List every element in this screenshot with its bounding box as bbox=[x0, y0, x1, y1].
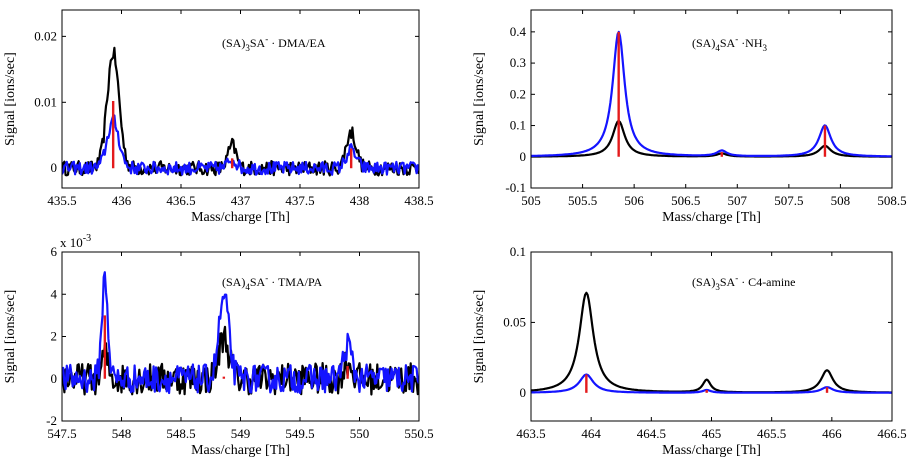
ion-annotation: (SA)4SA- ·NH3 bbox=[692, 34, 768, 53]
plot-frame bbox=[61, 251, 420, 422]
x-tick-label: 464.5 bbox=[637, 426, 666, 441]
x-axis-label: Mass/charge [Th] bbox=[662, 443, 761, 458]
series-line-blue bbox=[531, 373, 892, 394]
x-tick-label: 436 bbox=[112, 193, 132, 208]
x-tick-label: 550 bbox=[350, 426, 370, 441]
y-tick-label: 0 bbox=[51, 160, 58, 175]
plot-frame bbox=[530, 9, 893, 189]
series-line-blue bbox=[62, 114, 419, 176]
y-axis-label: Signal [ions/sec] bbox=[472, 52, 487, 146]
plot-frame bbox=[530, 251, 893, 422]
y-tick-label: 0.1 bbox=[510, 118, 526, 133]
y-tick-label: -2 bbox=[46, 413, 57, 428]
plot-area bbox=[531, 30, 892, 158]
x-tick-label: 508.5 bbox=[877, 193, 906, 208]
y-tick-label: 0 bbox=[51, 371, 58, 386]
x-tick-label: 549.5 bbox=[285, 426, 314, 441]
plot-area bbox=[62, 271, 419, 396]
chart-panel-p4: 463.5 464 464.5 465 465.5 466 466.5 0 0.05 0.1 Mas… bbox=[472, 244, 907, 458]
y-tick-label: 0.4 bbox=[510, 24, 527, 39]
ion-annotation: (SA)4SA- · TMA/PA bbox=[222, 273, 323, 292]
x-tick-label: 437.5 bbox=[285, 193, 314, 208]
x-tick-label: 548.5 bbox=[166, 426, 195, 441]
x-tick-label: 463.5 bbox=[516, 426, 545, 441]
y-axis-label: Signal [ions/sec] bbox=[3, 290, 18, 384]
y-axis-label: Signal [ions/sec] bbox=[472, 290, 487, 384]
x-tick-label: 506 bbox=[624, 193, 644, 208]
series-line-blue bbox=[531, 30, 892, 158]
y-tick-label: -0.1 bbox=[505, 180, 526, 195]
x-tick-label: 550.5 bbox=[404, 426, 433, 441]
x-tick-label: 507 bbox=[728, 193, 748, 208]
x-tick-label: 466.5 bbox=[877, 426, 906, 441]
chart-panel-p3: 547.5 548 548.5 549 549.5 550 550.5 -2 0 2 4 6 Mass/… bbox=[3, 233, 434, 458]
x-axis-label: Mass/charge [Th] bbox=[191, 443, 290, 458]
x-tick-label: 465 bbox=[702, 426, 722, 441]
x-tick-label: 437 bbox=[231, 193, 251, 208]
y-tick-label: 0.01 bbox=[34, 94, 57, 109]
x-tick-label: 438 bbox=[350, 193, 370, 208]
x-tick-label: 466 bbox=[822, 426, 842, 441]
x-tick-label: 436.5 bbox=[166, 193, 195, 208]
x-tick-label: 508 bbox=[831, 193, 851, 208]
x-axis-label: Mass/charge [Th] bbox=[662, 210, 761, 225]
x-tick-label: 438.5 bbox=[404, 193, 433, 208]
y-tick-label: 0.05 bbox=[503, 314, 526, 329]
y-tick-label: 0 bbox=[520, 385, 527, 400]
series-line-blue bbox=[62, 271, 419, 395]
y-tick-label: 4 bbox=[51, 286, 58, 301]
x-tick-label: 507.5 bbox=[774, 193, 803, 208]
y-tick-label: 0.3 bbox=[510, 55, 526, 70]
plot-frame bbox=[61, 9, 420, 189]
x-tick-label: 505 bbox=[521, 193, 541, 208]
y-tick-label: 0 bbox=[520, 149, 527, 164]
y-multiplier: x 10-3 bbox=[60, 233, 91, 250]
series-line-black bbox=[62, 325, 419, 396]
x-tick-label: 547.5 bbox=[47, 426, 76, 441]
x-tick-label: 435.5 bbox=[47, 193, 76, 208]
x-tick-label: 465.5 bbox=[757, 426, 786, 441]
x-axis-label: Mass/charge [Th] bbox=[191, 210, 290, 225]
y-tick-label: 0.1 bbox=[510, 244, 526, 259]
ion-annotation: (SA)3SA- · DMA/EA bbox=[222, 34, 326, 53]
y-tick-label: 6 bbox=[51, 244, 58, 259]
plot-area bbox=[62, 46, 419, 177]
chart-panel-p1: 435.5 436 436.5 437 437.5 438 438.5 0 0.01 0.02 Ma… bbox=[3, 9, 434, 225]
y-tick-label: 0.2 bbox=[510, 86, 526, 101]
x-tick-label: 548 bbox=[112, 426, 132, 441]
x-tick-label: 506.5 bbox=[671, 193, 700, 208]
x-tick-label: 505.5 bbox=[568, 193, 597, 208]
series-line-black bbox=[531, 119, 892, 158]
x-tick-label: 549 bbox=[231, 426, 251, 441]
series-line-black bbox=[531, 291, 892, 394]
series-line-black bbox=[62, 46, 419, 177]
y-axis-label: Signal [ions/sec] bbox=[3, 52, 18, 146]
ion-annotation: (SA)3SA- · C4-amine bbox=[692, 273, 796, 292]
plot-area bbox=[531, 291, 892, 394]
chart-panel-p2: 505 505.5 506 506.5 507 507.5 508 508.5 -0.1 0 0.1… bbox=[472, 9, 907, 225]
x-tick-label: 464 bbox=[581, 426, 601, 441]
y-tick-label: 2 bbox=[51, 329, 58, 344]
y-tick-label: 0.02 bbox=[34, 28, 57, 43]
